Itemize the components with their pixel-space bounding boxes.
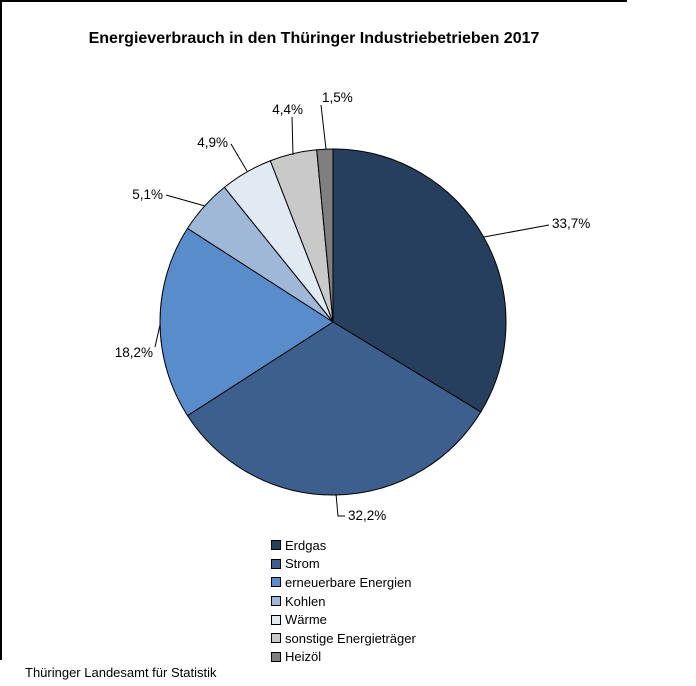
legend-swatch-icon [271,614,281,625]
legend-label: Strom [285,556,320,572]
legend-label: Heizöl [285,649,322,665]
chart-title: Energieverbrauch in den Thüringer Indust… [88,30,540,47]
legend-item-sonstige-energieträger: sonstige Energieträger [271,629,416,648]
slice-percent-label: 5,1% [132,187,163,202]
chart-legend: Erdgas Strom erneuerbare Energien Kohlen Wär… [271,536,416,666]
legend-swatch-icon [271,558,281,569]
leader-line [335,493,345,517]
legend-item-erdgas: Erdgas [271,536,416,555]
slice-percent-label: 32,2% [348,508,386,523]
pie-slice-erneuerbare-energien [159,227,334,417]
slice-percent-label: 4,4% [272,102,303,117]
legend-label: erneuerbare Energien [285,574,412,590]
legend-item-wärme: Wärme [271,610,416,629]
leader-line [483,224,550,238]
pie-slice-erdgas [332,148,507,413]
legend-swatch-icon [271,596,281,607]
legend-swatch-icon [271,540,281,551]
source-note: Thüringer Landesamt für Statistik [25,665,217,680]
leader-line [230,143,248,172]
pie-slice-strom [187,321,482,496]
leader-line [320,104,327,150]
slice-percent-label: 33,7% [552,216,590,231]
legend-label: Erdgas [285,537,327,553]
chart-frame [0,0,627,660]
legend-label: Kohlen [285,593,326,609]
legend-label: sonstige Energieträger [285,630,416,646]
legend-swatch-icon [271,577,281,588]
pie-slice-heizöl [316,148,334,323]
leader-line [291,116,294,156]
legend-item-erneuerbare-energien: erneuerbare Energien [271,573,416,592]
leader-line [154,324,161,348]
legend-item-strom: Strom [271,555,416,574]
legend-item-heizöl: Heizöl [271,648,416,667]
slice-percent-label: 1,5% [322,90,353,105]
slice-percent-label: 4,9% [197,135,228,150]
legend-swatch-icon [271,651,281,662]
legend-label: Wärme [285,612,327,628]
leader-line [165,194,206,207]
legend-swatch-icon [271,633,281,644]
legend-item-kohlen: Kohlen [271,592,416,611]
slice-percent-label: 18,2% [115,345,153,360]
